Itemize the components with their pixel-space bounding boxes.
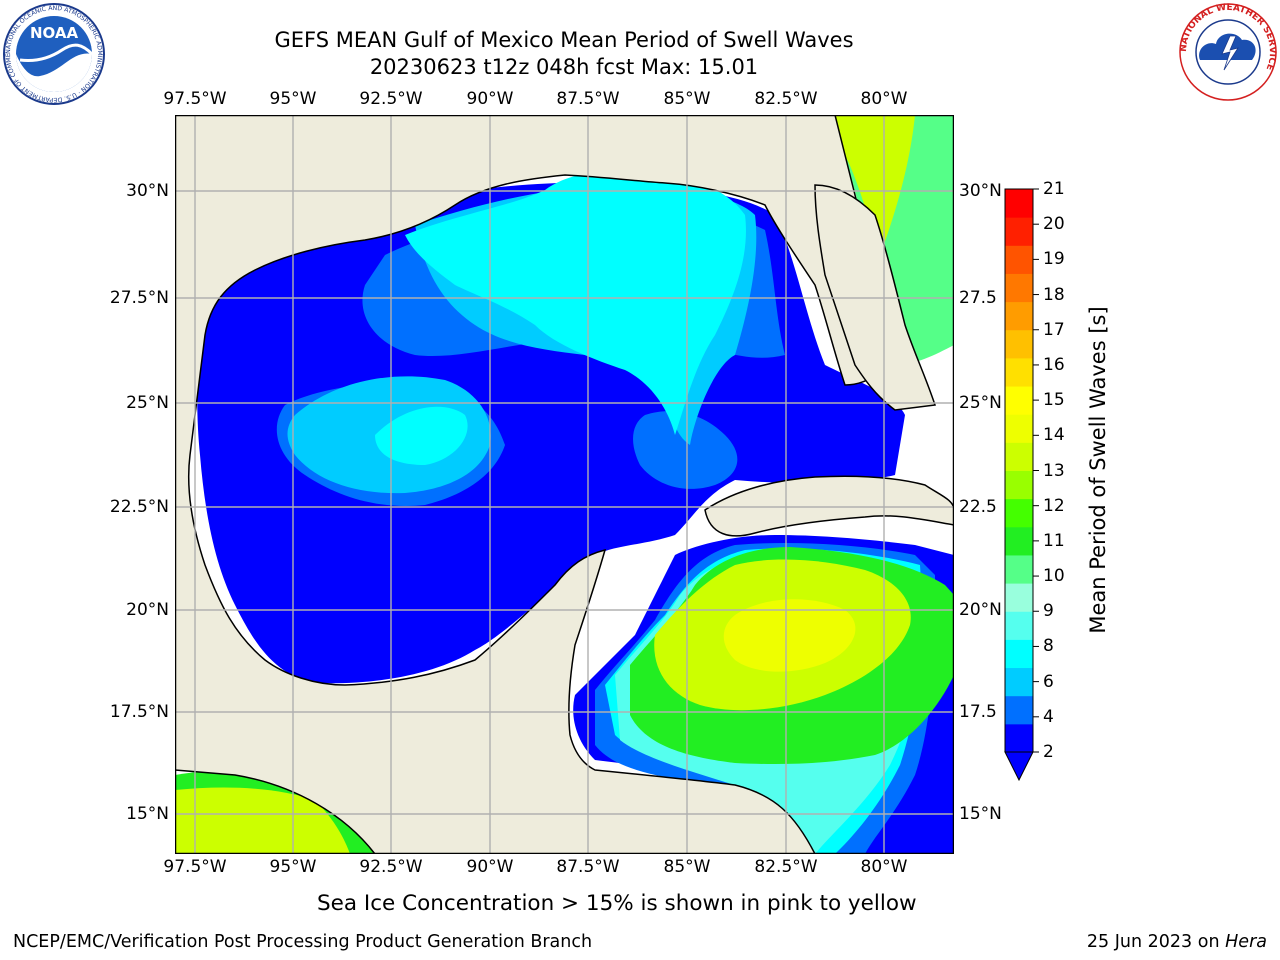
- colorbar-tick-label: 9: [1043, 601, 1054, 622]
- colorbar-segment: [1005, 554, 1033, 584]
- gulf-of-mexico-swell-period-map: [175, 115, 954, 854]
- lon-label-top: 97.5°W: [163, 89, 227, 109]
- colorbar-tick-label: 20: [1043, 214, 1065, 235]
- colorbar-tick-label: 16: [1043, 354, 1065, 375]
- noaa-text: NOAA: [30, 24, 79, 42]
- colorbar-segment: [1005, 273, 1033, 303]
- colorbar-tick-label: 6: [1043, 671, 1054, 692]
- lon-label-top: 87.5°W: [556, 89, 620, 109]
- footer-date-text: 25 Jun 2023 on: [1086, 932, 1220, 952]
- colorbar-segment: [1005, 695, 1033, 725]
- colorbar-tick-label: 4: [1043, 706, 1054, 727]
- lat-label-right: 30°N: [959, 181, 1002, 201]
- colorbar-tick-label: 11: [1043, 530, 1065, 551]
- lat-label-left: 30°N: [126, 181, 169, 201]
- colorbar-segment: [1005, 442, 1033, 471]
- colorbar-tick-label: 18: [1043, 284, 1065, 305]
- lat-label-right: 17.5: [959, 702, 997, 722]
- map-frame: [175, 115, 954, 854]
- nws-logo: NATIONAL WEATHER SERVICE: [1179, 3, 1277, 101]
- lon-label-top: 92.5°W: [359, 89, 423, 109]
- colorbar-tick-label: 13: [1043, 460, 1065, 481]
- lat-label-left: 22.5°N: [109, 497, 169, 517]
- lon-label-top: 85°W: [663, 89, 711, 109]
- lat-label-right: 27.5: [959, 288, 997, 308]
- colorbar-segment: [1005, 301, 1033, 331]
- colorbar-segment: [1005, 217, 1033, 246]
- colorbar: [1004, 188, 1039, 782]
- lat-label-right: 15°N: [959, 804, 1002, 824]
- lon-label-bottom: 95°W: [269, 857, 317, 877]
- sea-ice-note: Sea Ice Concentration > 15% is shown in …: [317, 891, 917, 916]
- lon-label-bottom: 82.5°W: [754, 857, 818, 877]
- lon-label-top: 80°W: [860, 89, 908, 109]
- lon-label-bottom: 80°W: [860, 857, 908, 877]
- colorbar-segment: [1005, 245, 1033, 274]
- map-title: GEFS MEAN Gulf of Mexico Mean Period of …: [274, 28, 854, 52]
- lon-label-bottom: 90°W: [466, 857, 514, 877]
- lon-label-bottom: 97.5°W: [163, 857, 227, 877]
- colorbar-segments: [1005, 189, 1033, 753]
- lon-label-top: 82.5°W: [754, 89, 818, 109]
- colorbar-tick-label: 17: [1043, 319, 1065, 340]
- swell-field-atlantic-yellow-green: [835, 115, 915, 255]
- lat-label-left: 25°N: [126, 393, 169, 413]
- lon-label-top: 90°W: [466, 89, 514, 109]
- colorbar-tick-label: 14: [1043, 425, 1065, 446]
- colorbar-tick-label: 15: [1043, 390, 1065, 411]
- colorbar-tick-label: 10: [1043, 566, 1065, 587]
- swell-field-pacific-yellow: [175, 787, 350, 854]
- colorbar-tick-label: 12: [1043, 495, 1065, 516]
- graticule: [175, 115, 954, 854]
- colorbar-segment: [1005, 611, 1033, 640]
- land-cuba: [704, 475, 954, 537]
- lon-label-bottom: 87.5°W: [556, 857, 620, 877]
- lat-label-left: 20°N: [126, 600, 169, 620]
- colorbar-segment: [1005, 723, 1033, 753]
- land-north-america: [175, 115, 954, 854]
- colorbar-segment: [1005, 386, 1033, 415]
- colorbar-tick-label: 2: [1043, 742, 1054, 762]
- colorbar-segment: [1005, 526, 1033, 556]
- lat-label-right: 20°N: [959, 600, 1002, 620]
- colorbar-label: Mean Period of Swell Waves [s]: [1086, 306, 1110, 634]
- colorbar-segment: [1005, 329, 1033, 359]
- lon-label-top: 95°W: [269, 89, 317, 109]
- lat-label-left: 17.5°N: [109, 702, 169, 722]
- lon-label-bottom: 92.5°W: [359, 857, 423, 877]
- colorbar-segment: [1005, 357, 1033, 387]
- lat-label-right: 22.5: [959, 497, 997, 517]
- colorbar-under-triangle: [1004, 751, 1034, 782]
- colorbar-tick-label: 8: [1043, 636, 1054, 657]
- footer-credit: NCEP/EMC/Verification Post Processing Pr…: [13, 932, 593, 952]
- lat-label-left: 27.5°N: [109, 288, 169, 308]
- lat-label-left: 15°N: [126, 804, 169, 824]
- footer-host: Hera: [1225, 932, 1267, 952]
- colorbar-segment: [1005, 470, 1033, 500]
- map-subtitle: 20230623 t12z 048h fcst Max: 15.01: [369, 55, 759, 79]
- swell-field-caribbean-13-14s: [723, 599, 856, 672]
- colorbar-segment: [1005, 414, 1033, 443]
- colorbar-segment: [1005, 667, 1033, 697]
- colorbar-segment: [1005, 189, 1033, 218]
- lon-label-bottom: 85°W: [663, 857, 711, 877]
- footer-date: 25 Jun 2023 on Hera: [1087, 932, 1267, 952]
- lat-label-right: 25°N: [959, 393, 1002, 413]
- noaa-logo: NOAA NATIONAL OCEANIC AND ATMOSPHERIC AD…: [2, 2, 105, 105]
- colorbar-segment: [1005, 639, 1033, 669]
- colorbar-segment: [1005, 498, 1033, 528]
- colorbar-tick-label: 19: [1043, 249, 1065, 270]
- colorbar-segment: [1005, 583, 1033, 612]
- swell-field-gulf-8-9s: [375, 170, 746, 465]
- colorbar-tick-label: 21: [1043, 179, 1065, 199]
